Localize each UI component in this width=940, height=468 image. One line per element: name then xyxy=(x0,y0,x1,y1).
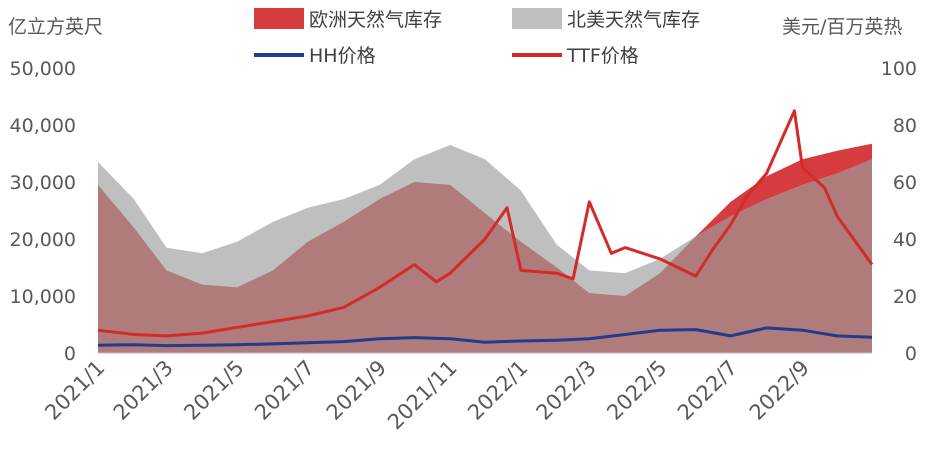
ttf-price-line xyxy=(97,109,874,338)
legend-label-europe-storage: 欧洲天然气库存 xyxy=(309,9,442,31)
x-tick-label: 2021/1 xyxy=(40,356,109,425)
left-y-tick-label: 10,000 xyxy=(10,286,76,308)
right-y-tick-label: 60 xyxy=(893,172,917,194)
right-y-tick-label: 20 xyxy=(893,286,917,308)
x-tick-label: 2021/3 xyxy=(109,356,178,425)
right-y-tick-label: 100 xyxy=(881,58,917,80)
x-tick-label: 2022/3 xyxy=(532,356,601,425)
left-axis-unit: 亿立方英尺 xyxy=(8,16,104,38)
x-tick-label: 2021/7 xyxy=(250,356,319,425)
x-tick-label: 2021/11 xyxy=(383,356,462,435)
plot-areas xyxy=(98,143,872,353)
legend-label-hh: HH价格 xyxy=(309,45,376,67)
right-axis-unit: 美元/百万英热 xyxy=(782,16,903,38)
x-tick-label: 2022/1 xyxy=(463,356,532,425)
x-tick-label: 2022/9 xyxy=(745,356,814,425)
plot-lines xyxy=(97,109,874,348)
storage-overlap-area xyxy=(98,159,872,353)
left-y-tick-label: 20,000 xyxy=(10,229,76,251)
left-y-tick-label: 0 xyxy=(64,343,76,365)
legend-label-na-storage: 北美天然气库存 xyxy=(567,9,700,31)
right-y-tick-label: 80 xyxy=(893,115,917,137)
x-tick-label: 2021/9 xyxy=(322,356,391,425)
x-tick-label: 2021/5 xyxy=(179,356,248,425)
right-y-tick-label: 40 xyxy=(893,229,917,251)
left-y-tick-label: 50,000 xyxy=(10,58,76,80)
right-y-tick-label: 0 xyxy=(905,343,917,365)
left-y-tick-label: 30,000 xyxy=(10,172,76,194)
legend-swatch-na-storage xyxy=(512,8,562,29)
legend-swatch-europe-storage xyxy=(254,8,304,29)
hh-price-line xyxy=(97,326,873,348)
left-y-tick-label: 40,000 xyxy=(10,115,76,137)
x-tick-label: 2022/5 xyxy=(602,356,671,425)
legend-label-ttf: TTF价格 xyxy=(566,45,639,67)
x-tick-label: 2022/7 xyxy=(673,356,742,425)
legend: 欧洲天然气库存 北美天然气库存 HH价格 TTF价格 xyxy=(254,8,700,67)
